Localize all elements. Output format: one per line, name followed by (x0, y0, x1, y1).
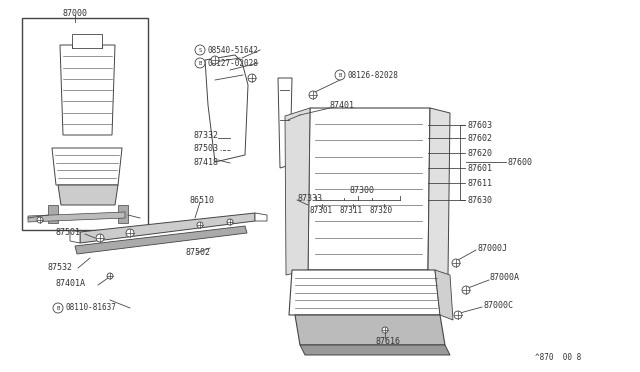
Text: 87311: 87311 (340, 205, 363, 215)
Polygon shape (285, 108, 310, 275)
Text: 87000A: 87000A (490, 273, 520, 282)
Text: 87502: 87502 (185, 247, 210, 257)
Polygon shape (435, 270, 453, 320)
Text: 87501: 87501 (55, 228, 80, 237)
Polygon shape (52, 148, 122, 185)
Text: 87503: 87503 (194, 144, 219, 153)
Text: S: S (198, 48, 202, 52)
Text: 08127-02028: 08127-02028 (208, 58, 259, 67)
Text: 87532: 87532 (48, 263, 73, 273)
Polygon shape (80, 213, 255, 243)
Text: 87602: 87602 (468, 134, 493, 142)
Circle shape (454, 311, 462, 319)
Text: 87000J: 87000J (477, 244, 507, 253)
Text: 87418: 87418 (194, 157, 219, 167)
Bar (48, 205, 58, 223)
Text: 87000: 87000 (63, 9, 88, 17)
Circle shape (126, 229, 134, 237)
Polygon shape (300, 345, 450, 355)
Circle shape (195, 45, 205, 55)
Polygon shape (28, 212, 125, 222)
Text: 87333: 87333 (297, 193, 322, 202)
Text: 87616: 87616 (375, 337, 400, 346)
Text: 86510: 86510 (190, 196, 215, 205)
Polygon shape (70, 230, 80, 243)
Polygon shape (75, 226, 247, 254)
Text: 87301: 87301 (310, 205, 333, 215)
Text: 87300: 87300 (350, 186, 375, 195)
Circle shape (96, 234, 104, 242)
Text: 87000C: 87000C (483, 301, 513, 310)
Polygon shape (308, 108, 430, 270)
Text: B: B (198, 61, 202, 65)
Text: 08126-82028: 08126-82028 (348, 71, 399, 80)
Circle shape (53, 303, 63, 313)
Bar (72, 34, 102, 48)
Text: 87401A: 87401A (55, 279, 85, 288)
Polygon shape (289, 270, 440, 315)
Circle shape (197, 222, 203, 228)
Circle shape (107, 273, 113, 279)
Text: 08540-51642: 08540-51642 (208, 45, 259, 55)
Polygon shape (428, 108, 450, 275)
Text: 87320: 87320 (370, 205, 393, 215)
Text: ^870  00 8: ^870 00 8 (535, 353, 581, 362)
Circle shape (248, 74, 256, 82)
Text: B: B (339, 73, 342, 77)
Circle shape (462, 286, 470, 294)
Polygon shape (205, 55, 248, 162)
Circle shape (335, 70, 345, 80)
Polygon shape (60, 45, 115, 135)
Polygon shape (58, 185, 118, 205)
Text: 87332: 87332 (194, 131, 219, 140)
Text: B: B (56, 305, 60, 311)
Circle shape (195, 58, 205, 68)
Text: 87611: 87611 (468, 179, 493, 187)
Text: 87630: 87630 (468, 196, 493, 205)
Bar (22, 18, 148, 230)
Text: 08110-81637: 08110-81637 (66, 304, 117, 312)
Circle shape (309, 91, 317, 99)
Circle shape (37, 217, 43, 223)
Polygon shape (278, 78, 292, 168)
Text: 87601: 87601 (468, 164, 493, 173)
Bar (118, 205, 128, 223)
Circle shape (211, 56, 219, 64)
Polygon shape (255, 213, 267, 221)
Text: 87603: 87603 (468, 121, 493, 129)
Circle shape (227, 219, 233, 225)
Text: 87401: 87401 (330, 100, 355, 109)
Text: 87600: 87600 (508, 157, 533, 167)
Polygon shape (295, 315, 445, 345)
Text: 87620: 87620 (468, 148, 493, 157)
Circle shape (452, 259, 460, 267)
Circle shape (382, 327, 388, 333)
